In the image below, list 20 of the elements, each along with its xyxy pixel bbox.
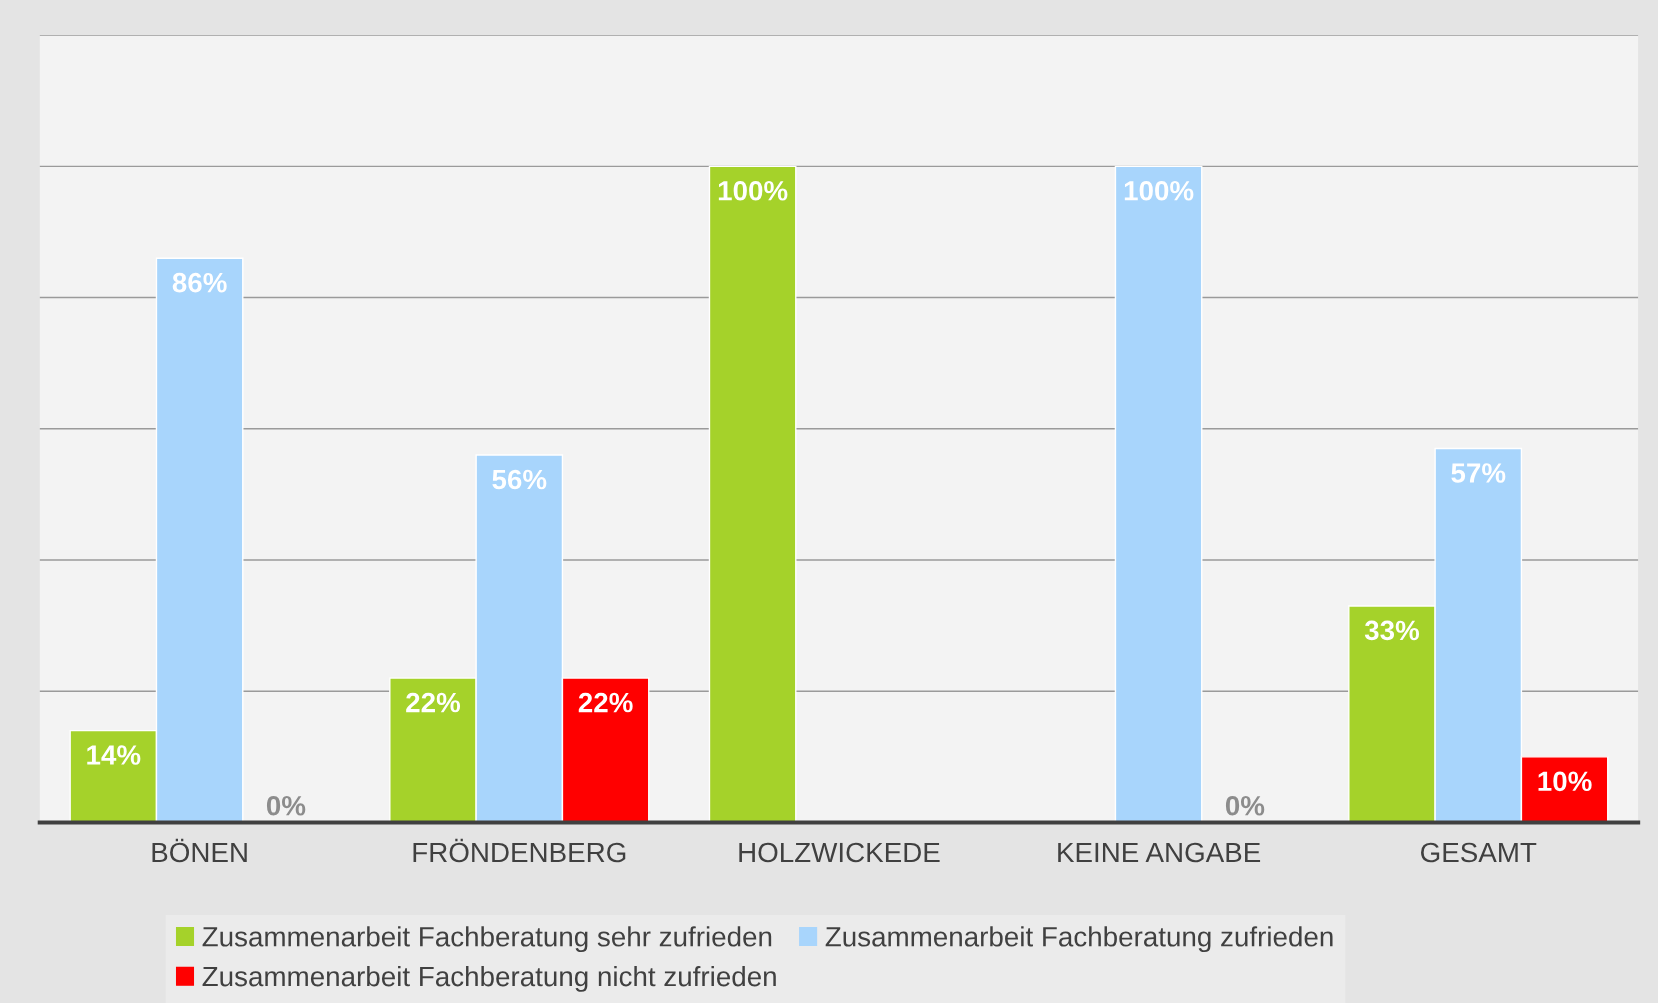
x-tick-label: GESAMT: [1421, 842, 1537, 863]
data-label: 56%: [492, 469, 547, 490]
data-label: 22%: [406, 692, 461, 713]
x-tick-label: KEINE ANGABE: [1058, 842, 1261, 863]
data-label: 0%: [1225, 795, 1265, 816]
data-label: 0%: [266, 795, 306, 816]
x-tick-label: FRÖNDENBERG: [413, 838, 626, 863]
legend-label: Zusammenarbeit Fachberatung sehr zufrieden: [202, 926, 772, 953]
data-label: 22%: [578, 692, 633, 713]
legend-label: Zusammenarbeit Fachberatung nicht zufrieden: [202, 965, 776, 992]
data-label: 57%: [1451, 463, 1506, 483]
x-tick-label: BÖNEN: [152, 838, 247, 863]
data-label: 86%: [172, 272, 227, 293]
data-label: 100%: [1124, 180, 1194, 201]
data-label: 10%: [1538, 771, 1592, 792]
data-label: 100%: [718, 180, 788, 201]
legend-label: Zusammenarbeit Fachberatung zufrieden: [825, 926, 1333, 953]
x-tick-label: HOLZWICKEDE: [739, 842, 940, 863]
data-label: 33%: [1364, 620, 1420, 641]
data-label: 14%: [87, 745, 141, 765]
